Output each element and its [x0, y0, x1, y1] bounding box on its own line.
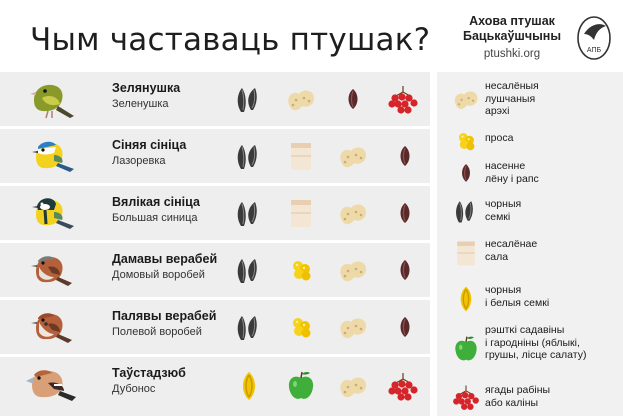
page-title: Чым частаваць птушак? [30, 22, 431, 58]
blue-tit-icon [32, 141, 74, 172]
black-sunflower-seeds-icon [232, 196, 266, 230]
bird-name-ru: Зеленушка [112, 98, 169, 110]
legend-label: рэштĸі садавіны і гародніны (яблыкі, гру… [485, 324, 587, 361]
bird-name-ru: Домовый воробей [112, 269, 205, 281]
peanut-icon [336, 196, 370, 230]
peanut-icon [336, 310, 370, 344]
peanut-icon [336, 253, 370, 287]
house-sparrow-icon [31, 256, 72, 286]
lard-icon [284, 139, 318, 173]
black-sunflower-seeds-icon [232, 253, 266, 287]
flax-seed-icon [388, 139, 422, 173]
bird-row-house-sparrow: Дамавы верабей Домовый воробей [0, 243, 430, 297]
logo-text: АПБ [587, 47, 602, 54]
rowan-berries-icon [386, 82, 420, 116]
bird-row-tree-sparrow: Палявы верабей Полевой воробей [0, 300, 430, 354]
legend-label: чорныя і белыя семкі [485, 284, 550, 309]
org-name-line2: Бацькаўшчыны [462, 29, 562, 43]
food-legend: несалёныя лушчаныя арэхі проса насенне л… [437, 72, 623, 416]
bird-name: Сіняя сініца [112, 138, 187, 152]
org-name-line1: Ахова птушак [469, 14, 555, 28]
black-sunflower-seeds-icon [232, 310, 266, 344]
millet-icon [284, 253, 318, 287]
bird-name: Зелянушка [112, 81, 181, 95]
greenfinch-icon [30, 84, 74, 119]
bird-row-great-tit: Вялікая сініца Большая синица [0, 186, 430, 240]
bird-name-ru: Полевой воробей [112, 326, 202, 338]
bird-row-greenfinch: Зелянушка Зеленушка [0, 72, 430, 126]
bird-row-blue-tit: Сіняя сініца Лазоревка [0, 129, 430, 183]
peanut-icon [284, 82, 318, 116]
tree-sparrow-icon [31, 313, 72, 343]
apb-logo-icon: АПБ [577, 16, 611, 60]
org-url[interactable]: ptushki.org [483, 48, 541, 60]
bird-name-ru: Дубонос [112, 383, 156, 395]
bird-name-ru: Большая синица [112, 212, 198, 224]
legend-label: насенне лёну і рапс [485, 160, 539, 185]
legend-label: ягады рабіны або каліны [485, 384, 551, 409]
bird-name: Таўстадзюб [112, 366, 186, 380]
hawfinch-icon [26, 370, 76, 401]
rowan-berries-icon [386, 369, 420, 403]
rowan-berries-icon [451, 382, 481, 412]
flax-seed-icon [451, 158, 481, 188]
striped-seed-icon [232, 369, 266, 403]
bird-row-hawfinch: Таўстадзюб Дубонос [0, 357, 430, 416]
flax-seed-icon [388, 310, 422, 344]
bird-name: Дамавы верабей [112, 252, 218, 266]
apple-icon [451, 334, 481, 364]
bird-name: Палявы верабей [112, 309, 217, 323]
peanut-icon [336, 139, 370, 173]
flax-seed-icon [388, 196, 422, 230]
great-tit-icon [32, 198, 74, 229]
black-sunflower-seeds-icon [232, 139, 266, 173]
org-name: Ахова птушак Бацькаўшчыны [452, 14, 572, 44]
bird-name: Вялікая сініца [112, 195, 200, 209]
lard-icon [451, 238, 481, 268]
bird-name-ru: Лазоревка [112, 155, 166, 167]
legend-label: несалёныя лушчаныя арэхі [485, 80, 539, 117]
black-sunflower-seeds-icon [232, 82, 266, 116]
peanut-icon [336, 369, 370, 403]
flax-seed-icon [336, 82, 370, 116]
legend-label: несалёнае сала [485, 238, 538, 263]
header: Чым частаваць птушак? Ахова птушак Бацьк… [0, 0, 623, 72]
striped-seed-icon [451, 284, 481, 314]
peanut-icon [451, 84, 481, 114]
legend-label: чорныя семкі [485, 198, 522, 223]
legend-label: проса [485, 132, 514, 144]
black-sunflower-seeds-icon [451, 196, 481, 226]
lard-icon [284, 196, 318, 230]
millet-icon [284, 310, 318, 344]
apple-icon [284, 369, 318, 403]
millet-icon [451, 126, 481, 156]
flax-seed-icon [388, 253, 422, 287]
